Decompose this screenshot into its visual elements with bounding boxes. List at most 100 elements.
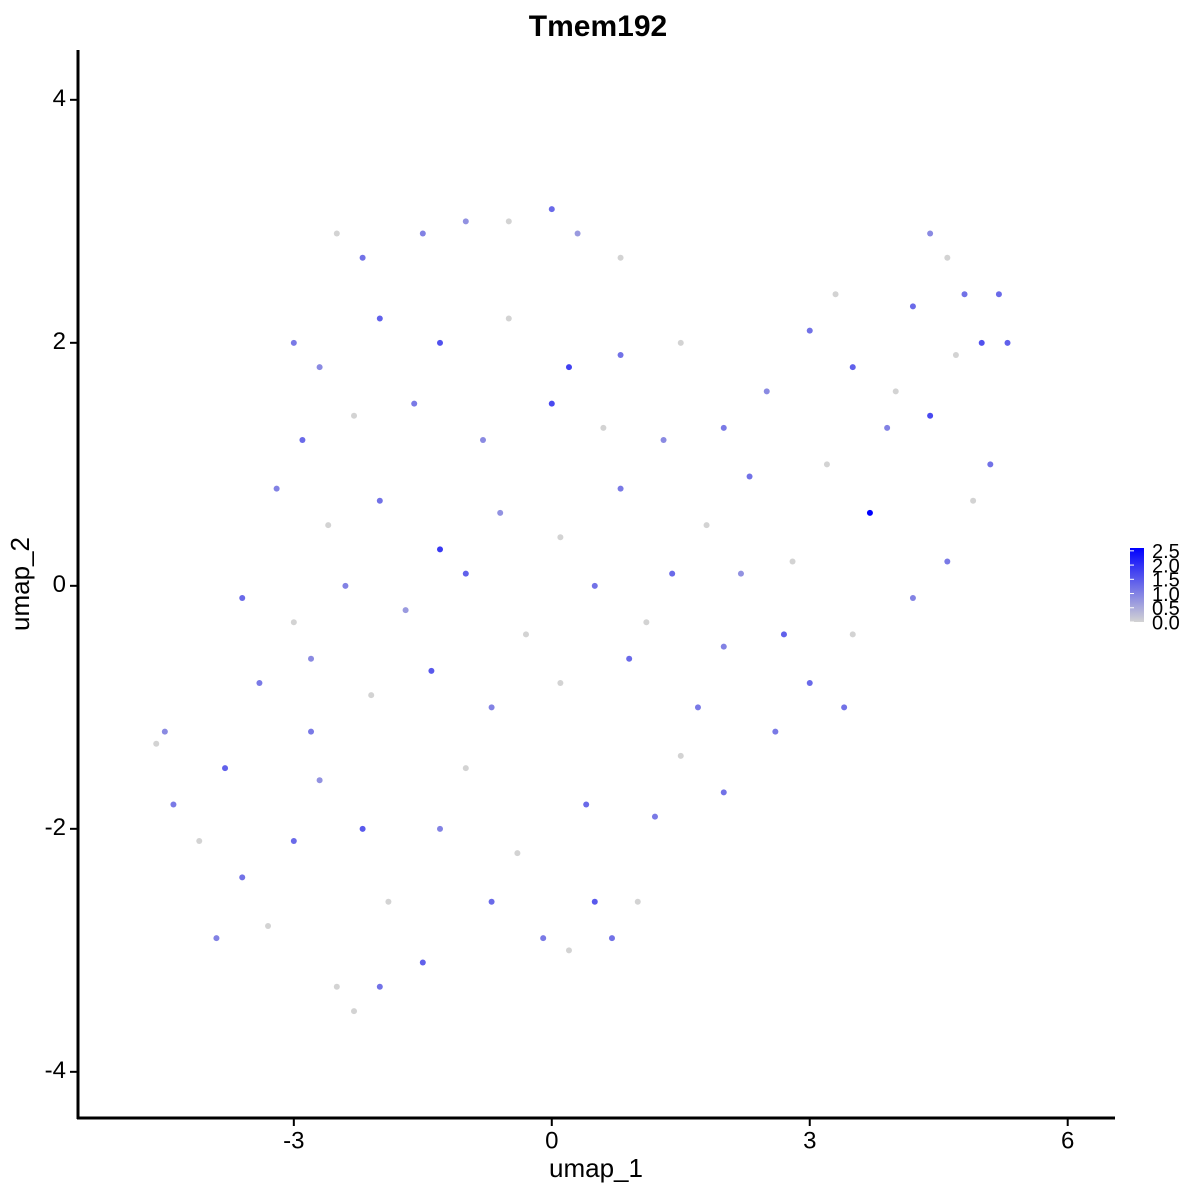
point [806, 680, 813, 687]
point [591, 582, 598, 589]
point [161, 728, 168, 735]
point [970, 497, 977, 504]
y-axis-label: umap_2 [5, 537, 35, 631]
point [617, 351, 624, 358]
point [376, 983, 383, 990]
point [411, 400, 418, 407]
x-tick-label: 3 [803, 1127, 816, 1154]
point [703, 522, 710, 529]
point [849, 631, 856, 638]
colorbar-label: 2.5 [1152, 541, 1180, 563]
point [239, 874, 246, 881]
point [437, 339, 444, 346]
point [832, 291, 839, 298]
colorbar-label: 0.5 [1152, 598, 1180, 620]
point [557, 680, 564, 687]
point [669, 570, 676, 577]
point [909, 594, 916, 601]
point [617, 485, 624, 492]
y-tick-label: 0 [53, 571, 66, 598]
point [806, 327, 813, 334]
colorbar [1130, 548, 1144, 622]
point [1004, 339, 1011, 346]
point [961, 291, 968, 298]
point [866, 509, 873, 516]
point [574, 230, 581, 237]
point [308, 655, 315, 662]
point [462, 570, 469, 577]
point [325, 522, 332, 529]
point [359, 254, 366, 261]
point [376, 315, 383, 322]
point [720, 643, 727, 650]
point [927, 230, 934, 237]
point [290, 339, 297, 346]
point [591, 898, 598, 905]
point [419, 959, 426, 966]
point [978, 339, 985, 346]
chart-title: Tmem192 [529, 10, 667, 43]
point [746, 473, 753, 480]
point [290, 619, 297, 626]
point [583, 801, 590, 808]
point [368, 692, 375, 699]
colorbar-label: 0.0 [1152, 612, 1180, 634]
point [643, 619, 650, 626]
point [514, 850, 521, 857]
point [720, 789, 727, 796]
point [720, 424, 727, 431]
point [316, 777, 323, 784]
y-tick-label: 2 [53, 328, 66, 355]
point [333, 983, 340, 990]
y-tick-label: 4 [53, 85, 66, 112]
point [617, 254, 624, 261]
point [608, 935, 615, 942]
point [428, 667, 435, 674]
point [462, 765, 469, 772]
point [884, 424, 891, 431]
point [677, 752, 684, 759]
point [153, 740, 160, 747]
point [488, 898, 495, 905]
y-tick-label: -2 [45, 814, 66, 841]
point [772, 728, 779, 735]
y-tick-label: -4 [45, 1057, 66, 1084]
point [479, 437, 486, 444]
point [376, 497, 383, 504]
point [823, 461, 830, 468]
colorbar-label: 1.0 [1152, 584, 1180, 606]
point [437, 825, 444, 832]
point [316, 364, 323, 371]
point [565, 364, 572, 371]
point [660, 437, 667, 444]
x-tick-label: 6 [1061, 1127, 1074, 1154]
point [737, 570, 744, 577]
point [505, 218, 512, 225]
point [789, 558, 796, 565]
point [540, 935, 547, 942]
point [351, 1008, 358, 1015]
point [841, 704, 848, 711]
point [196, 837, 203, 844]
point [265, 923, 272, 930]
point [333, 230, 340, 237]
point [952, 351, 959, 358]
point [299, 437, 306, 444]
point [505, 315, 512, 322]
point [987, 461, 994, 468]
point [651, 813, 658, 820]
point [522, 631, 529, 638]
point [488, 704, 495, 711]
point [944, 254, 951, 261]
point [239, 594, 246, 601]
point [626, 655, 633, 662]
point [694, 704, 701, 711]
point [909, 303, 916, 310]
point [437, 546, 444, 553]
point [273, 485, 280, 492]
point [634, 898, 641, 905]
point [256, 680, 263, 687]
colorbar-label: 2.0 [1152, 555, 1180, 577]
point [308, 728, 315, 735]
point [359, 825, 366, 832]
